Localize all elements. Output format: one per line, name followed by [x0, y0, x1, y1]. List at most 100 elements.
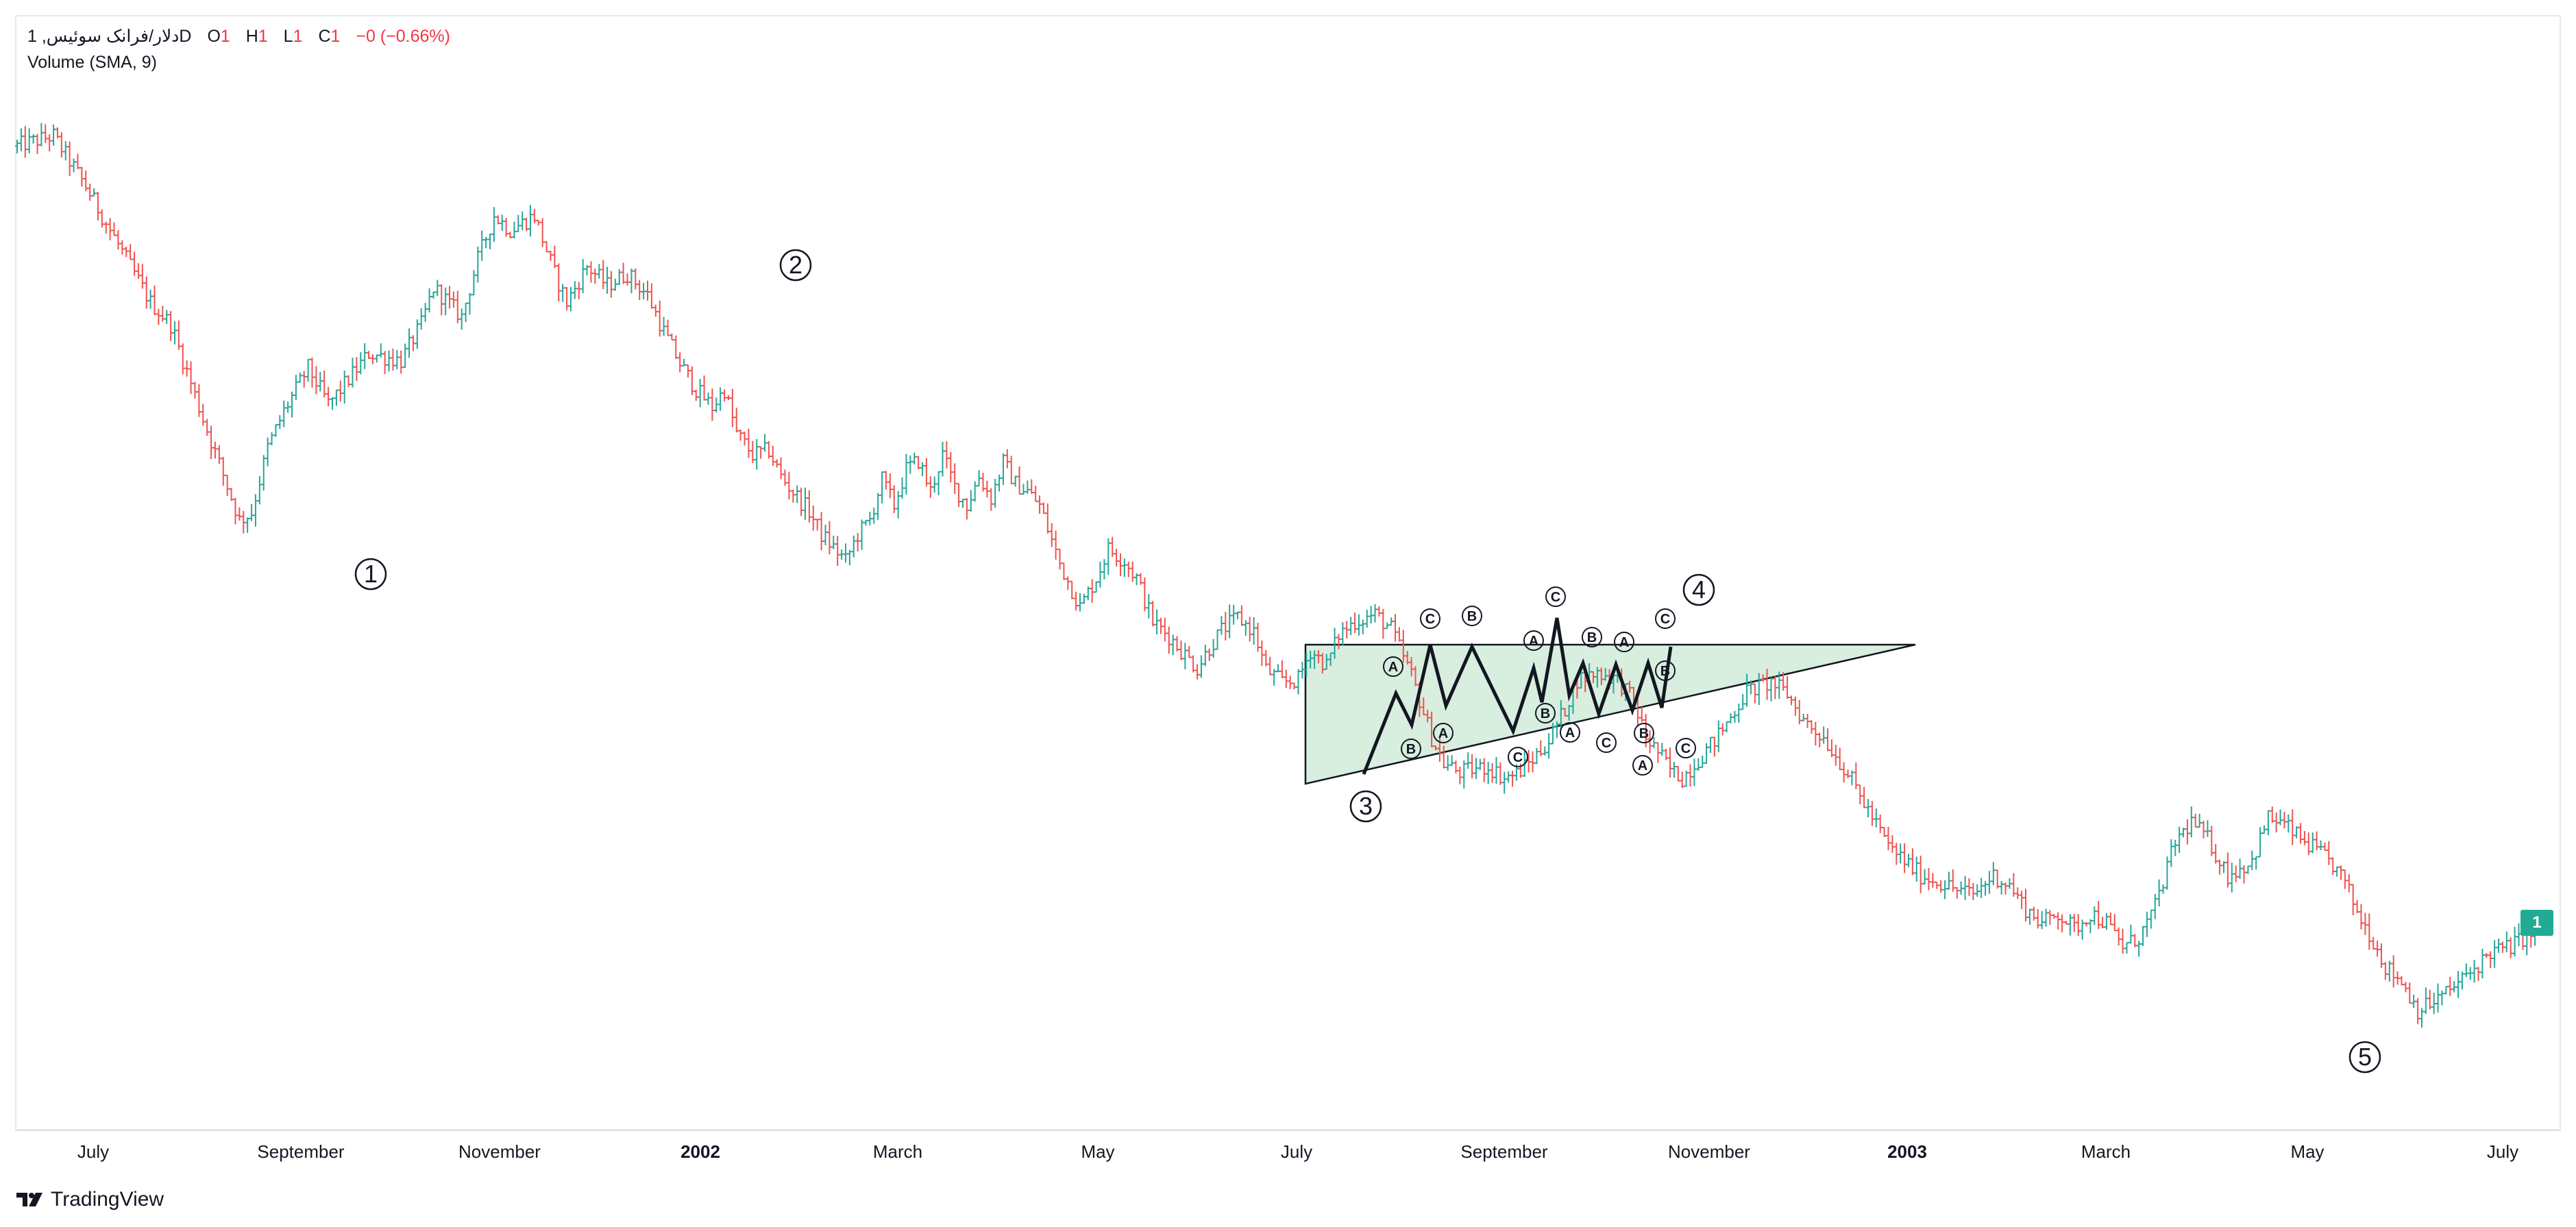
volume-indicator-legend[interactable]: Volume (SMA, 9): [27, 53, 157, 72]
ohlc-bar: [2270, 806, 2274, 823]
ohlc-bar: [1473, 758, 1478, 780]
ohlc-bar: [1773, 675, 1778, 699]
ohlc-bar: [84, 170, 88, 192]
wave-label-2: 2: [779, 249, 812, 282]
ohlc-bar: [2007, 878, 2012, 889]
ohlc-bar: [1009, 456, 1014, 484]
ohlc-bar: [1377, 606, 1382, 617]
sub-wave-label-A: A: [1632, 755, 1653, 776]
ohlc-bar: [488, 233, 492, 249]
ohlc-bar: [2229, 863, 2234, 893]
ohlc-bar: [763, 434, 768, 452]
time-axis[interactable]: July September November 2002 March May July Sep…: [15, 1130, 2561, 1162]
svg-text:C: C: [1513, 750, 1523, 765]
ohlc-bar: [589, 261, 593, 283]
ohlc-bar: [2274, 813, 2279, 833]
ohlc-bar: [924, 458, 929, 487]
ohlc-bar: [269, 432, 274, 445]
ohlc-bar: [354, 357, 359, 382]
ohlc-bar: [1251, 617, 1256, 645]
ohlc-bar: [1090, 579, 1094, 603]
ohlc-bar: [1987, 871, 1991, 894]
ohlc-bar: [750, 441, 755, 463]
sub-wave-label-C: C: [1676, 738, 1696, 758]
ohlc-bar: [1425, 709, 1430, 723]
ohlc-bar: [1498, 762, 1503, 785]
ohlc-bar: [742, 431, 747, 446]
ohlc-bar: [197, 384, 201, 417]
ohlc-bar: [2152, 893, 2157, 919]
ohlc-bar: [435, 280, 440, 297]
ohlc-bar: [746, 428, 751, 458]
ohlc-bar: [2327, 841, 2331, 865]
ohlc-bar: [770, 445, 775, 467]
ohlc-bar: [1902, 843, 1907, 873]
ohlc-bar: [1688, 764, 1693, 787]
ohlc-bar: [2177, 826, 2182, 854]
ohlc-bar: [2448, 976, 2453, 996]
ohlc-bar: [1005, 449, 1009, 469]
svg-text:3: 3: [1359, 792, 1373, 820]
ohlc-bar: [2052, 914, 2057, 919]
ohlc-bar: [1882, 826, 1887, 838]
ohlc-bar: [1530, 751, 1535, 773]
ohlc-bar: [702, 375, 707, 401]
ohlc-bar: [1078, 593, 1083, 612]
ohlc-bar: [124, 247, 129, 258]
ohlc-bar: [1288, 676, 1292, 689]
sub-wave-label-C: C: [1655, 608, 1676, 629]
ohlc-bar: [19, 128, 23, 151]
ohlc-bar: [778, 457, 783, 480]
ohlc-bar: [2407, 982, 2412, 1004]
ohlc-bar: [1284, 669, 1288, 689]
ohlc-bar: [1741, 694, 1745, 710]
ohlc-bar: [467, 293, 472, 315]
ohlc-bar: [819, 512, 824, 551]
ohlc-bar: [2157, 879, 2161, 907]
ohlc-bar: [783, 469, 787, 486]
ohlc-bar: [759, 446, 763, 459]
tradingview-logo[interactable]: TradingView: [15, 1187, 164, 1212]
ohlc-bar: [471, 270, 476, 296]
ohlc-bar: [1462, 760, 1467, 789]
ohlc-bar: [2165, 856, 2170, 890]
ohlc-bar: [718, 387, 723, 411]
ohlc-bar: [1700, 755, 1705, 769]
symbol-name[interactable]: دلار/فرانک سوئیس, 1: [27, 27, 180, 46]
ohlc-bar: [2035, 908, 2040, 929]
ohlc-bar: [872, 507, 876, 524]
ohlc-bar: [1482, 758, 1486, 782]
ohlc-bar: [1959, 881, 1963, 895]
ohlc-bar: [286, 401, 291, 413]
ohlc-bar: [1175, 636, 1179, 652]
ohlc-bar: [868, 511, 872, 526]
ohlc-bar: [1841, 762, 1846, 783]
ohlc-bar: [689, 366, 694, 395]
wave-zigzag[interactable]: [1362, 617, 1673, 775]
ohlc-bar: [1684, 770, 1689, 787]
ohlc-bar: [532, 209, 537, 223]
ohlc-bar: [103, 221, 108, 234]
ohlc-bar: [536, 219, 541, 226]
ohlc-bar: [1486, 761, 1491, 784]
ohlc-bar: [1340, 622, 1345, 645]
wave-label-1: 1: [354, 558, 387, 591]
ohlc-bar: [653, 304, 658, 317]
ohlc-bar: [1114, 548, 1119, 567]
ohlc-bar: [993, 479, 998, 508]
ohlc-bar: [1409, 657, 1414, 677]
ohlc-bar: [2399, 976, 2404, 986]
ohlc-bar: [2072, 914, 2076, 932]
ohlc-bar: [2339, 865, 2344, 880]
brand-name: TradingView: [51, 1188, 164, 1211]
ohlc-bar: [1724, 721, 1729, 733]
ohlc-bar: [2080, 919, 2085, 940]
ohlc-bar: [1110, 536, 1115, 557]
ohlc-bar: [2472, 959, 2477, 983]
ohlc-bar: [1453, 760, 1458, 773]
ohlc-bar: [88, 184, 93, 201]
ohlc-bar: [1381, 608, 1386, 639]
ohlc-bar: [2375, 940, 2380, 957]
ohlc-bar: [427, 288, 432, 312]
